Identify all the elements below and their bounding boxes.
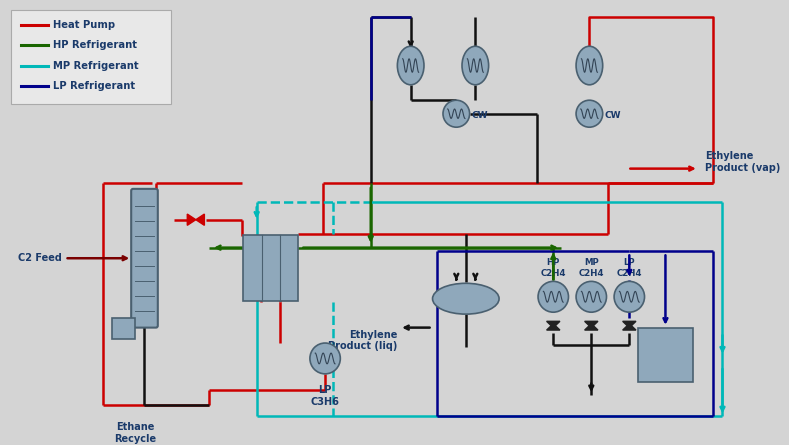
Text: MP Refrigerant: MP Refrigerant — [53, 61, 139, 70]
Polygon shape — [196, 214, 204, 225]
Polygon shape — [585, 321, 598, 328]
Bar — [11, 10, 171, 104]
Text: LP
C3H6: LP C3H6 — [311, 385, 339, 407]
Text: LP Refrigerant: LP Refrigerant — [53, 81, 136, 91]
Text: C2 Feed: C2 Feed — [18, 253, 62, 263]
Ellipse shape — [462, 46, 488, 85]
Polygon shape — [623, 321, 636, 328]
Text: MP
C2H4: MP C2H4 — [578, 258, 604, 278]
Circle shape — [538, 281, 569, 312]
Ellipse shape — [432, 283, 499, 314]
Text: Ethylene
Product (vap): Ethylene Product (vap) — [705, 151, 781, 173]
Ellipse shape — [398, 46, 424, 85]
Ellipse shape — [576, 46, 603, 85]
FancyBboxPatch shape — [131, 189, 158, 328]
Text: Heat Pump: Heat Pump — [53, 20, 115, 30]
Circle shape — [576, 100, 603, 127]
Text: HP
C2H4: HP C2H4 — [540, 258, 566, 278]
Circle shape — [614, 281, 645, 312]
Text: HP Refrigerant: HP Refrigerant — [53, 40, 137, 50]
Text: CW: CW — [472, 111, 488, 120]
Text: Ethane
Recycle: Ethane Recycle — [114, 422, 156, 444]
Bar — [112, 318, 135, 339]
Text: CW: CW — [604, 111, 621, 120]
Circle shape — [310, 343, 340, 374]
Polygon shape — [547, 324, 560, 330]
Polygon shape — [187, 214, 196, 225]
Text: Ethylene
Product (liq): Ethylene Product (liq) — [328, 330, 398, 351]
Polygon shape — [623, 324, 636, 330]
Circle shape — [576, 281, 607, 312]
Circle shape — [443, 100, 469, 127]
Bar — [243, 235, 298, 301]
Polygon shape — [547, 321, 560, 328]
Polygon shape — [585, 324, 598, 330]
Bar — [638, 328, 693, 381]
Text: LP
C2H4: LP C2H4 — [616, 258, 642, 278]
